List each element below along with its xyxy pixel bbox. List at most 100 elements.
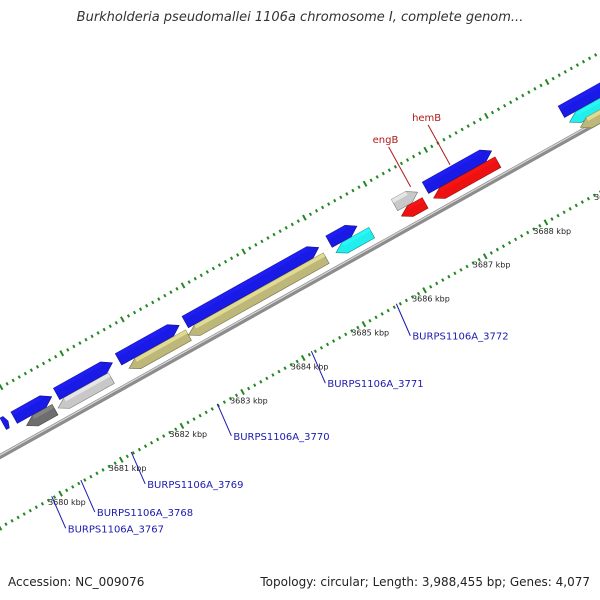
inner-tick-mark <box>28 508 32 513</box>
inner-tick-mark <box>95 471 99 476</box>
outer-tick-mark <box>418 151 422 156</box>
inner-tick-mark <box>429 285 433 289</box>
inner-tick-mark <box>386 308 390 313</box>
outer-tick-mark <box>229 256 234 261</box>
outer-tick-mark <box>503 103 507 108</box>
inner-tick-mark <box>16 515 20 520</box>
inner-tick-mark <box>89 474 93 479</box>
gene-label[interactable]: BURPS1106A_3771 <box>327 379 423 390</box>
scale-tick-label: 3688 kbp <box>533 227 571 236</box>
outer-tick-mark <box>102 327 106 332</box>
forward-gene-arrow-bevel <box>10 395 42 416</box>
outer-tick-mark <box>290 222 294 227</box>
gene-label[interactable]: BURPS1106A_3768 <box>97 508 193 519</box>
outer-tick-mark <box>47 358 52 362</box>
outer-tick-mark <box>138 307 143 311</box>
inner-tick-mark <box>228 396 233 401</box>
inner-tick-mark <box>404 298 408 303</box>
inner-tick-mark <box>477 257 481 262</box>
accession-text: Accession: NC_009076 <box>8 575 145 589</box>
inner-tick-mark <box>125 454 129 459</box>
inner-tick-mark <box>319 346 324 350</box>
inner-tick-mark <box>538 224 542 228</box>
gene-label[interactable]: BURPS1106A_3769 <box>147 480 243 491</box>
outer-tick-mark <box>442 137 446 142</box>
forward-gene-arrow-bevel <box>182 246 309 320</box>
outer-tick-mark <box>157 297 161 301</box>
outer-tick-mark <box>563 70 567 74</box>
outer-tick-mark <box>193 276 197 281</box>
outer-tick-mark <box>521 93 525 98</box>
inner-tick-mark <box>313 349 317 354</box>
reverse-gene-arrow-bevel <box>407 197 425 210</box>
inner-tick-mark <box>198 413 202 418</box>
scale-tick-label: 3684 kbp <box>291 362 329 371</box>
outer-tick-mark <box>11 378 15 383</box>
outer-tick-mark <box>29 368 34 373</box>
outer-tick-mark <box>5 381 9 386</box>
reverse-gene-arrow-bevel <box>32 404 55 420</box>
outer-tick-mark <box>205 270 209 274</box>
outer-tick-mark <box>581 59 586 64</box>
outer-tick-mark <box>454 131 458 135</box>
outer-tick-mark <box>387 168 391 172</box>
inner-tick-mark <box>471 261 475 265</box>
map-title: Burkholderia pseudomallei 1106a chromoso… <box>76 10 524 25</box>
inner-tick-mark <box>580 200 584 204</box>
forward-gene-arrow-bevel <box>325 225 347 240</box>
outer-tick-mark <box>314 209 319 213</box>
gene-label[interactable]: hemB <box>412 113 441 124</box>
outer-tick-mark <box>169 290 173 295</box>
forward-gene-arrow[interactable] <box>181 246 320 329</box>
gene-label[interactable]: BURPS1106A_3770 <box>233 432 329 443</box>
inner-tick-mark <box>186 420 190 425</box>
label-leader-line <box>310 351 326 384</box>
outer-tick-mark <box>145 303 149 308</box>
inner-tick-mark <box>234 393 239 398</box>
outer-tick-mark <box>120 316 125 323</box>
inner-tick-mark <box>113 461 117 465</box>
outer-tick-mark <box>217 263 222 267</box>
reverse-gene-arrow-bevel <box>575 98 600 116</box>
outer-tick-mark <box>23 371 27 376</box>
forward-gene-arrow-bevel <box>115 324 170 358</box>
outer-tick-mark <box>302 214 307 221</box>
outer-tick-mark <box>478 117 482 122</box>
gene-label[interactable]: engB <box>373 135 399 146</box>
inner-tick-mark <box>380 312 384 316</box>
outer-tick-mark <box>175 287 179 291</box>
inner-tick-mark <box>574 203 578 208</box>
outer-tick-mark <box>108 324 112 328</box>
reverse-gene-arrow-bevel <box>586 109 600 121</box>
inner-tick-mark <box>204 410 208 415</box>
outer-tick-mark <box>333 198 337 203</box>
outer-tick-mark <box>369 178 373 183</box>
chromosome-backbone <box>0 118 600 460</box>
outer-tick-mark <box>351 188 355 193</box>
inner-tick-mark <box>325 342 330 347</box>
inner-tick-mark <box>344 332 348 337</box>
inner-tick-mark <box>22 512 26 516</box>
outer-tick-mark <box>296 219 300 223</box>
inner-tick-mark <box>71 485 75 489</box>
inner-tick-mark <box>374 315 378 320</box>
inner-tick-mark <box>513 237 518 242</box>
outer-tick-mark <box>35 365 40 369</box>
inner-tick-mark <box>162 434 166 438</box>
outer-tick-mark <box>236 253 240 257</box>
outer-tick-mark <box>509 100 513 105</box>
gene-label[interactable]: BURPS1106A_3772 <box>412 332 508 343</box>
outer-tick-mark <box>266 236 270 240</box>
outer-tick-mark <box>460 127 464 132</box>
inner-tick-mark <box>174 427 178 432</box>
outer-tick-mark <box>199 273 203 278</box>
outer-tick-mark <box>114 320 118 325</box>
inner-tick-mark <box>253 383 257 387</box>
forward-gene-arrow[interactable] <box>325 225 358 248</box>
forward-gene-arrow[interactable] <box>421 149 493 194</box>
outer-tick-mark <box>399 161 404 166</box>
gene-label[interactable]: BURPS1106A_3767 <box>68 524 164 535</box>
inner-tick-mark <box>58 490 63 497</box>
